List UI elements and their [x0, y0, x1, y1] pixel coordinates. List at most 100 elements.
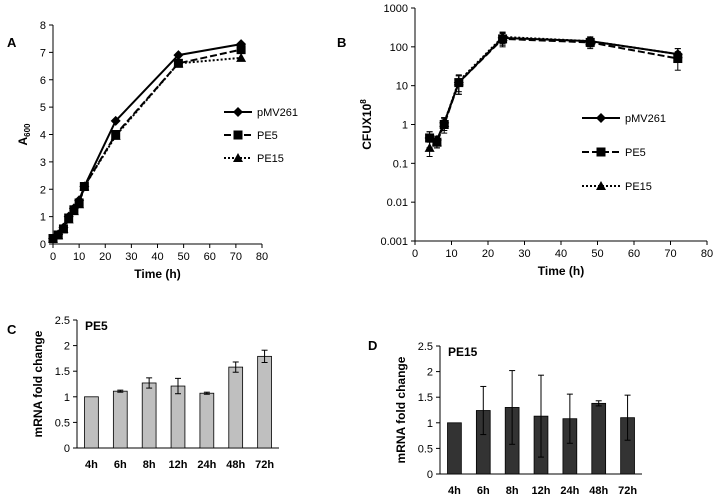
y-tick-label: 10 [396, 81, 408, 93]
series-pe15 [48, 52, 247, 243]
data-point [48, 233, 58, 243]
panel-label-d: D [368, 338, 377, 353]
y-tick-label: 2.5 [55, 315, 70, 327]
panel-label-b: B [337, 35, 346, 50]
y-tick-label: 1 [64, 392, 70, 404]
legend: pMV261 PE5 PE15 [582, 113, 666, 193]
legend: pMV261 PE5 PE15 [224, 107, 298, 165]
y-tick-label: 2 [427, 367, 433, 379]
data-point [236, 45, 246, 55]
legend-item: pMV261 [224, 107, 298, 119]
legend-item: pMV261 [582, 113, 666, 125]
y-tick-label: 0.01 [387, 197, 408, 209]
panel-label-c: C [7, 322, 17, 337]
x-tick-label: 4h [85, 459, 98, 471]
x-tick-label: 8h [506, 485, 519, 497]
data-point [236, 52, 247, 62]
data-point [68, 206, 79, 216]
y-tick-label: 1 [402, 120, 408, 132]
x-axis-title: Time (h) [538, 264, 584, 278]
legend-item: PE15 [224, 153, 284, 165]
y-tick-label: 0.5 [418, 443, 433, 455]
y-tick-label: 2.5 [418, 341, 433, 353]
y-tick-label: 6 [40, 75, 46, 87]
y-tick-label: 1000 [384, 3, 408, 15]
bar [591, 402, 607, 475]
bar [170, 385, 186, 449]
x-tick-label: 40 [151, 251, 163, 263]
x-tick-label: 12h [169, 459, 188, 471]
y-tick-label: 0.001 [380, 236, 408, 248]
y-tick-label: 2 [40, 184, 46, 196]
x-tick-label: 10 [73, 251, 85, 263]
x-tick-label: 24h [197, 459, 216, 471]
x-tick-label: 30 [125, 251, 137, 263]
panel-b-cfu-chart: 0 10 20 30 40 50 60 70 80 0.001 0.01 0.1 1 10 100 1000 T… [359, 3, 713, 278]
y-tick-label: 3 [40, 157, 46, 169]
y-axis-title-script: 8 [359, 99, 368, 104]
bar [228, 366, 244, 449]
y-axis-title: CFUX108 [359, 99, 374, 150]
x-tick-label: 80 [701, 248, 713, 260]
y-axis-title-main: A [16, 137, 30, 146]
panel-d-pe15-bar-chart: 0 0.5 1 1.5 2 2.5 mRNA fold change PE15 4h 6h 8h 12… [394, 341, 642, 497]
y-tick-label: 0 [64, 443, 70, 455]
bar [84, 396, 99, 449]
y-axis-title: A600 [16, 123, 32, 146]
series-line [52, 56, 242, 240]
data-point [497, 31, 508, 41]
x-tick-label: 48h [226, 459, 245, 471]
series-line [52, 43, 242, 240]
y-axis-title-script: 600 [23, 123, 32, 137]
data-point [173, 50, 184, 61]
chart-title: PE15 [448, 345, 478, 359]
series-pmv261 [424, 32, 683, 149]
y-axis-title-main: CFUX10 [360, 103, 374, 149]
x-tick-label: 20 [99, 251, 111, 263]
legend-swatch-marker [596, 181, 606, 190]
x-tick-label: 80 [256, 251, 268, 263]
series-pe15 [424, 31, 683, 157]
y-tick-label: 5 [40, 102, 46, 114]
x-tick-label: 48h [589, 485, 608, 497]
y-tick-label: 1.5 [418, 392, 433, 404]
series-line [429, 37, 678, 144]
legend-label: PE5 [625, 147, 646, 159]
legend-label: PE15 [625, 181, 652, 193]
data-point [58, 223, 69, 233]
y-tick-label: 100 [390, 42, 408, 54]
legend-label: pMV261 [625, 113, 666, 125]
x-tick-label: 6h [477, 485, 490, 497]
series-line [52, 48, 242, 240]
data-point [173, 58, 184, 68]
bar [141, 382, 157, 449]
x-tick-label: 12h [532, 485, 551, 497]
x-tick-label: 50 [591, 248, 603, 260]
x-tick-label: 8h [143, 459, 156, 471]
bar [447, 422, 462, 475]
data-point [453, 76, 464, 86]
x-tick-label: 70 [664, 248, 676, 260]
legend-item: PE5 [224, 130, 278, 142]
x-tick-label: 72h [618, 485, 637, 497]
bar [257, 355, 272, 449]
x-tick-label: 72h [255, 459, 274, 471]
data-point [585, 36, 596, 46]
x-tick-label: 24h [560, 485, 579, 497]
x-tick-label: 70 [230, 251, 242, 263]
x-tick-label: 30 [518, 248, 530, 260]
legend-swatch-marker [233, 153, 243, 162]
series-line [428, 35, 678, 149]
legend-swatch-marker [233, 107, 243, 117]
panel-a-growth-chart: 0 10 20 30 40 50 60 70 80 0 1 2 3 4 5 6 7 8 Time (h) A600 pM… [16, 20, 298, 281]
data-point [79, 181, 90, 191]
y-tick-label: 1 [40, 212, 46, 224]
y-tick-label: 1 [427, 418, 433, 430]
x-axis-title: Time (h) [134, 267, 180, 281]
x-tick-label: 60 [628, 248, 640, 260]
x-tick-label: 40 [555, 248, 567, 260]
data-point [425, 133, 435, 143]
series-pe5 [425, 33, 683, 149]
data-point [63, 214, 74, 224]
